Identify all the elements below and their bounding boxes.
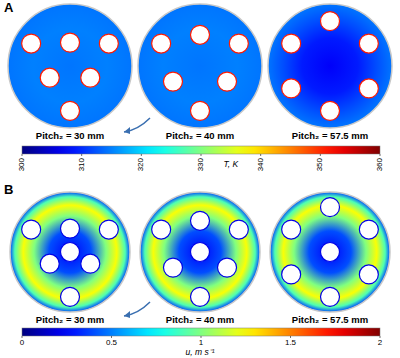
- pitch-tube: [321, 12, 340, 31]
- colorbar-tick: [22, 154, 23, 156]
- shell: [10, 192, 130, 312]
- figure: A Pitch₂ = 30 mm Pitch₂ = 40 mm Pitch₂ = 57…: [0, 0, 400, 358]
- colorbar-tick: [320, 154, 321, 156]
- center-tube: [321, 243, 340, 262]
- tube: [152, 34, 171, 53]
- shell: [8, 4, 132, 128]
- colorbar-tick-label: 1: [199, 338, 204, 347]
- pitch-tube: [81, 68, 100, 87]
- tube: [191, 101, 210, 120]
- pitch-tube: [191, 25, 210, 44]
- colorbar-tick: [81, 154, 82, 156]
- colorbar-tick: [260, 154, 261, 156]
- cross-section: [270, 192, 390, 312]
- tube: [99, 34, 118, 53]
- cross-section: [140, 192, 260, 312]
- pitch-tube: [359, 79, 378, 98]
- tube: [229, 220, 248, 239]
- shell: [138, 4, 262, 128]
- center-tube: [61, 243, 80, 262]
- pitch-tube: [81, 254, 100, 273]
- tube: [22, 220, 41, 239]
- tube: [359, 220, 378, 239]
- pitch-tube: [321, 198, 340, 217]
- shell: [268, 4, 392, 128]
- tube: [61, 287, 80, 306]
- colorbar-tick-label: 0: [20, 338, 25, 347]
- cross-section: [268, 4, 392, 128]
- pitch-tube: [218, 72, 237, 91]
- pitch-tube: [163, 72, 182, 91]
- tube: [282, 220, 301, 239]
- tube: [61, 101, 80, 120]
- pitch-label: Pitch₂ = 57.5 mm: [292, 130, 368, 141]
- pitch-label: Pitch₂ = 40 mm: [166, 130, 234, 141]
- tube: [99, 220, 118, 239]
- pitch-tube: [218, 258, 237, 277]
- pitch-label: Pitch₂ = 30 mm: [36, 314, 104, 325]
- pitch-tube: [40, 254, 59, 273]
- pitch-tube: [61, 33, 80, 52]
- shell: [270, 192, 390, 312]
- pitch-tube: [40, 68, 59, 87]
- colorbar-tick-label: 320: [136, 157, 145, 171]
- colorbar: [22, 328, 380, 336]
- pitch-tube: [61, 219, 80, 238]
- colorbar-tick-label: 0.5: [106, 338, 118, 347]
- tube: [321, 101, 340, 120]
- colorbar-tick: [201, 154, 202, 156]
- panel-letter: A: [4, 0, 14, 15]
- colorbar-tick-label: 2: [378, 338, 383, 347]
- colorbar-tick: [380, 154, 381, 156]
- cross-section: [8, 4, 132, 128]
- colorbar-tick-label: 330: [196, 157, 205, 171]
- center-tube: [191, 243, 210, 262]
- tube: [229, 34, 248, 53]
- tube: [321, 287, 340, 306]
- colorbar-tick-label: 300: [17, 157, 26, 171]
- cross-section: [138, 4, 262, 128]
- pitch-tube: [282, 265, 301, 284]
- tube: [359, 34, 378, 53]
- pitch-tube: [282, 79, 301, 98]
- colorbar-tick: [141, 154, 142, 156]
- tube: [282, 34, 301, 53]
- pitch-tube: [163, 258, 182, 277]
- arrow-head: [124, 311, 130, 318]
- cross-section: [10, 192, 130, 312]
- shell: [140, 192, 260, 312]
- pitch-tube: [359, 265, 378, 284]
- colorbar-tick-label: 310: [77, 157, 86, 171]
- colorbar-tick-label: 340: [256, 157, 265, 171]
- colorbar-tick-label: 360: [375, 157, 384, 171]
- pitch-label: Pitch₂ = 30 mm: [36, 130, 104, 141]
- tube: [191, 287, 210, 306]
- colorbar-tick-label: 350: [315, 157, 324, 171]
- colorbar-label: T, K: [223, 159, 238, 169]
- pitch-tube: [191, 211, 210, 230]
- tube: [22, 34, 41, 53]
- pitch-label: Pitch₂ = 40 mm: [166, 314, 234, 325]
- tube: [152, 220, 171, 239]
- pitch-label: Pitch₂ = 57.5 mm: [292, 314, 368, 325]
- colorbar-tick-label: 1.5: [285, 338, 297, 347]
- panel-letter: B: [4, 182, 13, 197]
- arrow-head: [124, 127, 130, 134]
- colorbar: [22, 146, 380, 154]
- colorbar-label: u, m s⁻¹: [186, 347, 215, 357]
